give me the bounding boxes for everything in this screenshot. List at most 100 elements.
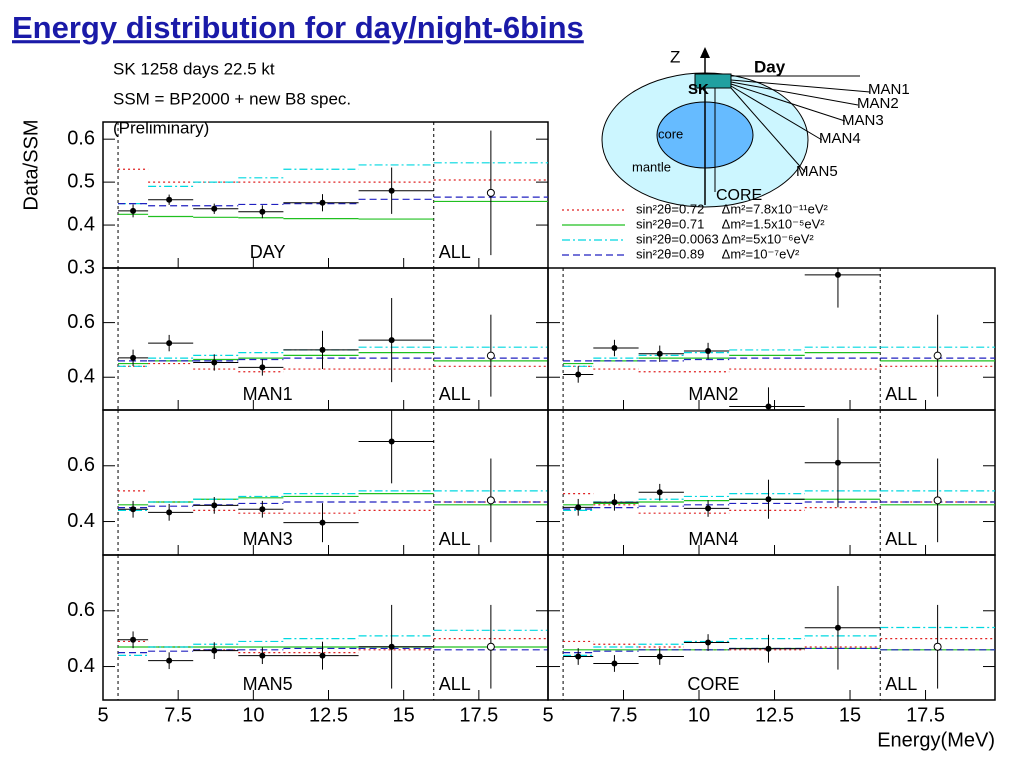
- x-tick-label: 15: [393, 704, 415, 726]
- data-point: [388, 643, 395, 650]
- data-point: [130, 354, 137, 361]
- x-tick-label: 7.5: [610, 704, 638, 726]
- all-point: [486, 642, 495, 651]
- y-tick-label: 0.6: [67, 454, 95, 476]
- panel-frame: [102, 121, 549, 269]
- all-point: [486, 351, 495, 360]
- all-point: [933, 351, 942, 360]
- data-point: [611, 345, 618, 352]
- data-point: [319, 199, 326, 206]
- man-label: MAN1: [868, 81, 910, 98]
- x-tick-label: 12.5: [309, 704, 348, 726]
- mantle-label: mantle: [632, 159, 671, 174]
- data-point: [166, 340, 173, 347]
- panel-label: MAN5: [243, 674, 293, 694]
- y-axis-label: Data/SSM: [20, 119, 42, 210]
- all-label: ALL: [885, 384, 917, 404]
- slide-title: Energy distribution for day/night-6bins: [12, 10, 584, 45]
- y-tick-label: 0.3: [67, 256, 95, 278]
- panel-frame: [102, 267, 549, 411]
- data-point: [611, 660, 618, 667]
- y-tick-label: 0.4: [67, 213, 95, 235]
- data-point: [765, 496, 772, 503]
- data-point: [388, 438, 395, 445]
- y-tick-label: 0.4: [67, 510, 95, 532]
- sk-detector: [694, 73, 732, 89]
- data-point: [130, 636, 137, 643]
- legend-label: sin²2θ=0.71 Δm²=1.5x10⁻⁵eV²: [636, 216, 825, 231]
- data-point: [656, 653, 663, 660]
- data-point: [575, 371, 582, 378]
- y-tick-label: 0.4: [67, 366, 95, 388]
- man-label: MAN4: [819, 130, 861, 147]
- data-point: [765, 645, 772, 652]
- sk-label: SK: [688, 81, 709, 98]
- x-tick-label: 17.5: [906, 704, 945, 726]
- x-axis-label: Energy(MeV): [877, 729, 995, 751]
- info-text: SK 1258 days 22.5 kt: [113, 59, 275, 78]
- info-text: SSM = BP2000 + new B8 spec.: [113, 89, 351, 108]
- x-tick-label: 5: [97, 704, 108, 726]
- man-label: MAN2: [857, 95, 899, 112]
- all-point: [933, 642, 942, 651]
- y-tick-label: 0.6: [67, 311, 95, 333]
- data-point: [259, 364, 266, 371]
- x-tick-label: 10: [688, 704, 710, 726]
- legend-label: sin²2θ=0.0063 Δm²=5x10⁻⁶eV²: [636, 231, 814, 246]
- y-tick-label: 0.6: [67, 599, 95, 621]
- all-point: [486, 188, 495, 197]
- panel-frame: [547, 554, 996, 701]
- day-label: Day: [754, 57, 786, 76]
- legend-label: sin²2θ=0.89 Δm²=10⁻⁷eV²: [636, 246, 800, 261]
- panel-label: MAN3: [243, 529, 293, 549]
- data-point: [575, 653, 582, 660]
- panel-frame: [547, 267, 996, 411]
- direction-lines: [714, 75, 871, 192]
- data-point: [705, 639, 712, 646]
- core-label: core: [658, 126, 683, 141]
- panel-frame: [102, 409, 549, 556]
- data-point: [130, 207, 137, 214]
- data-point: [259, 652, 266, 659]
- data-point: [166, 196, 173, 203]
- data-point: [611, 499, 618, 506]
- legend-label: sin²2θ=0.72 Δm²=7.8x10⁻¹¹eV²: [636, 201, 829, 216]
- all-label: ALL: [885, 529, 917, 549]
- all-point: [486, 496, 495, 505]
- panel-label: MAN4: [688, 529, 738, 549]
- y-tick-label: 0.6: [67, 127, 95, 149]
- data-point: [834, 459, 841, 466]
- all-label: ALL: [439, 242, 471, 262]
- z-label: Z: [670, 47, 680, 66]
- all-label: ALL: [439, 529, 471, 549]
- data-point: [166, 657, 173, 664]
- x-tick-label: 15: [839, 704, 861, 726]
- data-point: [319, 519, 326, 526]
- panel-label: DAY: [250, 242, 286, 262]
- data-point: [211, 205, 218, 212]
- panel-frame: [547, 409, 996, 556]
- data-point: [166, 509, 173, 516]
- data-point: [705, 348, 712, 355]
- panel-frame: [102, 554, 549, 701]
- core-direction-label: CORE: [716, 187, 762, 204]
- data-point: [834, 271, 841, 278]
- x-tick-label: 12.5: [755, 704, 794, 726]
- x-tick-label: 5: [542, 704, 553, 726]
- y-tick-label: 0.5: [67, 170, 95, 192]
- data-point: [656, 350, 663, 357]
- data-point: [834, 624, 841, 631]
- data-point: [211, 647, 218, 654]
- data-point: [575, 504, 582, 511]
- data-point: [130, 506, 137, 513]
- all-label: ALL: [439, 384, 471, 404]
- panel-label: MAN1: [243, 384, 293, 404]
- all-label: ALL: [439, 674, 471, 694]
- data-point: [211, 502, 218, 509]
- data-point: [319, 346, 326, 353]
- x-tick-label: 10: [242, 704, 264, 726]
- y-tick-label: 0.4: [67, 655, 95, 677]
- data-point: [705, 505, 712, 512]
- data-point: [388, 337, 395, 344]
